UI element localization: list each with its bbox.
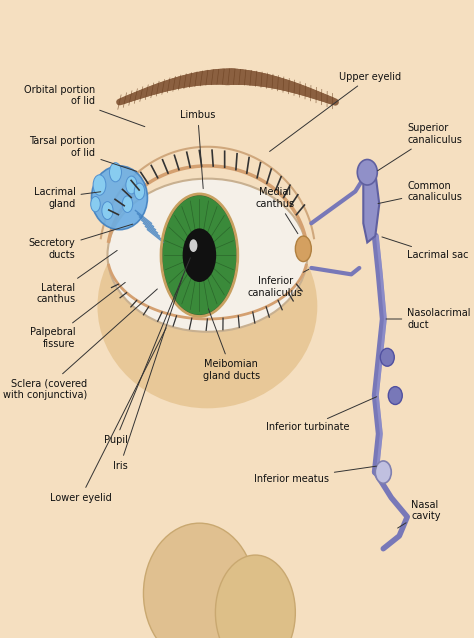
Text: Upper eyelid: Upper eyelid: [270, 71, 401, 151]
Ellipse shape: [98, 204, 317, 408]
Text: Iris: Iris: [113, 277, 182, 471]
Text: Meibomian
gland ducts: Meibomian gland ducts: [203, 309, 260, 381]
Circle shape: [134, 183, 145, 200]
Text: Tarsal portion
of lid: Tarsal portion of lid: [29, 136, 137, 172]
Circle shape: [122, 196, 133, 212]
Text: Secretory
ducts: Secretory ducts: [29, 224, 133, 260]
Circle shape: [109, 163, 121, 182]
Circle shape: [182, 228, 216, 282]
Text: Common
canaliculus: Common canaliculus: [378, 181, 462, 204]
Text: Nasal
cavity: Nasal cavity: [398, 500, 441, 528]
Text: Superior
canaliculus: Superior canaliculus: [378, 123, 462, 171]
Ellipse shape: [295, 236, 311, 262]
Circle shape: [162, 195, 237, 316]
Text: Lacrimal
gland: Lacrimal gland: [34, 187, 100, 209]
Text: Limbus: Limbus: [180, 110, 215, 189]
Text: Inferior meatus: Inferior meatus: [254, 466, 376, 484]
Circle shape: [91, 197, 100, 212]
Circle shape: [102, 202, 113, 219]
Text: Lateral
canthus: Lateral canthus: [36, 251, 117, 304]
Text: Inferior
canaliculus: Inferior canaliculus: [248, 269, 309, 298]
Text: Medial
canthus: Medial canthus: [256, 187, 298, 234]
Ellipse shape: [91, 166, 147, 230]
Ellipse shape: [357, 160, 377, 185]
Text: Lacrimal sac: Lacrimal sac: [382, 237, 469, 260]
Circle shape: [93, 175, 106, 195]
Text: Orbital portion
of lid: Orbital portion of lid: [24, 85, 145, 127]
Ellipse shape: [144, 523, 255, 638]
Ellipse shape: [388, 387, 402, 404]
Polygon shape: [363, 172, 379, 242]
Text: Nasolacrimal
duct: Nasolacrimal duct: [386, 308, 471, 330]
Circle shape: [190, 239, 197, 252]
Ellipse shape: [375, 461, 391, 484]
Ellipse shape: [380, 348, 394, 366]
Text: Palpebral
fissure: Palpebral fissure: [30, 283, 125, 349]
Ellipse shape: [108, 179, 307, 332]
Text: Pupil: Pupil: [104, 258, 191, 445]
Circle shape: [126, 176, 137, 194]
Text: Inferior turbinate: Inferior turbinate: [265, 397, 377, 433]
Text: Sclera (covered
with conjunctiva): Sclera (covered with conjunctiva): [3, 289, 157, 400]
Text: Lower eyelid: Lower eyelid: [50, 328, 166, 503]
Ellipse shape: [215, 555, 295, 638]
